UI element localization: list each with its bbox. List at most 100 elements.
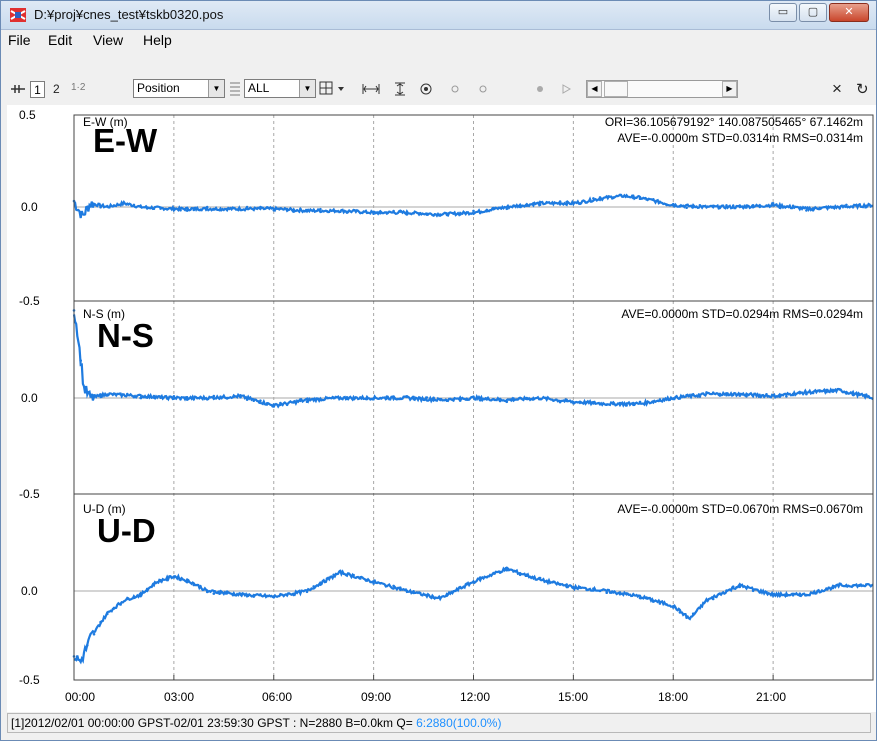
menu-file[interactable]: File <box>8 32 31 48</box>
data-point <box>365 578 369 582</box>
quality-filter-icon[interactable] <box>319 81 349 97</box>
data-point <box>831 205 835 209</box>
plot-2-button[interactable]: 2 <box>53 82 60 96</box>
fit-vertical-icon[interactable] <box>392 81 408 97</box>
data-point <box>618 401 622 405</box>
data-point <box>139 594 142 598</box>
data-point <box>132 396 136 399</box>
data-point <box>159 207 162 210</box>
data-point <box>685 393 688 397</box>
data-point <box>778 594 782 598</box>
sat-list-icon[interactable] <box>228 81 242 97</box>
plot-1-button[interactable]: 1 <box>30 81 45 98</box>
satellite-select[interactable]: ALL ▼ <box>244 79 316 98</box>
data-point <box>745 204 748 207</box>
data-point <box>798 391 802 395</box>
title-bar[interactable]: D:¥proj¥cnes_test¥tskb0320.pos ▭ ▢ ✕ <box>1 1 876 30</box>
data-point <box>538 203 542 206</box>
data-point <box>652 198 655 201</box>
data-point <box>199 395 202 399</box>
menu-help[interactable]: Help <box>143 32 172 48</box>
compact-plot-icon[interactable] <box>10 82 26 96</box>
data-point <box>239 396 242 399</box>
menu-edit[interactable]: Edit <box>48 32 73 48</box>
maximize-button[interactable]: ▢ <box>799 3 827 22</box>
position-plot[interactable]: 0.5 0.0 -0.5 0.0 -0.5 0.0 -0.5 00:00 03:… <box>7 105 876 712</box>
data-point <box>612 402 615 406</box>
data-point <box>605 403 608 406</box>
plot-12-button[interactable]: 1·2 <box>71 82 86 93</box>
data-point <box>718 592 722 595</box>
data-point <box>711 597 715 601</box>
data-point <box>438 397 442 401</box>
data-point <box>279 401 282 405</box>
ew-axis-label: E-W (m) <box>83 115 128 129</box>
scroll-thumb[interactable] <box>604 81 628 97</box>
data-point <box>312 585 316 588</box>
data-point <box>86 207 89 210</box>
data-point <box>632 401 635 405</box>
scroll-right-button[interactable]: ▶ <box>722 81 737 97</box>
refresh-button[interactable]: ↻ <box>856 81 869 98</box>
data-point <box>205 205 209 209</box>
data-point <box>185 398 189 401</box>
time-scrollbar[interactable]: ◀ ▶ <box>586 80 738 98</box>
play-icon[interactable] <box>560 83 572 95</box>
data-point <box>232 395 236 398</box>
data-point <box>492 206 495 210</box>
fit-horizontal-icon[interactable] <box>361 81 381 97</box>
center-origin-icon[interactable] <box>419 82 433 96</box>
data-point <box>725 204 728 207</box>
data-point <box>458 399 462 402</box>
status-quality: 6:2880(100.0%) <box>416 716 502 730</box>
data-point <box>545 580 548 583</box>
show-map-icon[interactable] <box>478 84 488 94</box>
data-point <box>219 395 222 399</box>
data-point <box>845 203 848 207</box>
data-point <box>212 394 216 398</box>
y-tick-label: 0.0 <box>21 391 38 405</box>
data-point <box>372 397 375 400</box>
data-point <box>152 207 156 210</box>
close-plot-button[interactable]: × <box>832 79 842 98</box>
scroll-left-button[interactable]: ◀ <box>587 81 602 97</box>
data-point <box>525 396 529 400</box>
data-point <box>299 398 302 401</box>
data-point <box>478 211 482 215</box>
data-point <box>672 397 675 400</box>
data-point <box>798 206 802 209</box>
data-point <box>339 210 342 213</box>
data-point <box>598 196 602 199</box>
data-point <box>818 390 821 393</box>
data-point <box>831 586 835 590</box>
data-point <box>205 590 209 594</box>
data-point <box>92 203 96 207</box>
data-point <box>638 400 642 404</box>
data-point <box>412 590 415 593</box>
show-track-icon[interactable] <box>450 84 460 94</box>
data-point <box>332 573 336 577</box>
data-point <box>572 202 575 205</box>
data-point <box>532 398 535 401</box>
data-point <box>225 207 229 211</box>
close-button[interactable]: ✕ <box>829 3 869 22</box>
data-point <box>106 204 109 208</box>
data-point <box>385 395 389 398</box>
data-point <box>345 396 349 399</box>
menu-view[interactable]: View <box>93 32 124 48</box>
data-point <box>472 395 475 399</box>
plot-type-select[interactable]: Position ▼ <box>133 79 225 98</box>
data-point <box>758 395 762 398</box>
data-point <box>725 393 728 397</box>
data-point <box>126 202 129 206</box>
data-point <box>458 585 462 589</box>
data-point <box>445 594 449 597</box>
data-point <box>352 573 355 577</box>
data-point <box>525 573 529 576</box>
data-point <box>485 575 489 579</box>
minimize-button[interactable]: ▭ <box>769 3 797 22</box>
record-dot-icon[interactable] <box>535 84 545 94</box>
data-point <box>438 213 442 216</box>
data-point <box>379 211 382 215</box>
